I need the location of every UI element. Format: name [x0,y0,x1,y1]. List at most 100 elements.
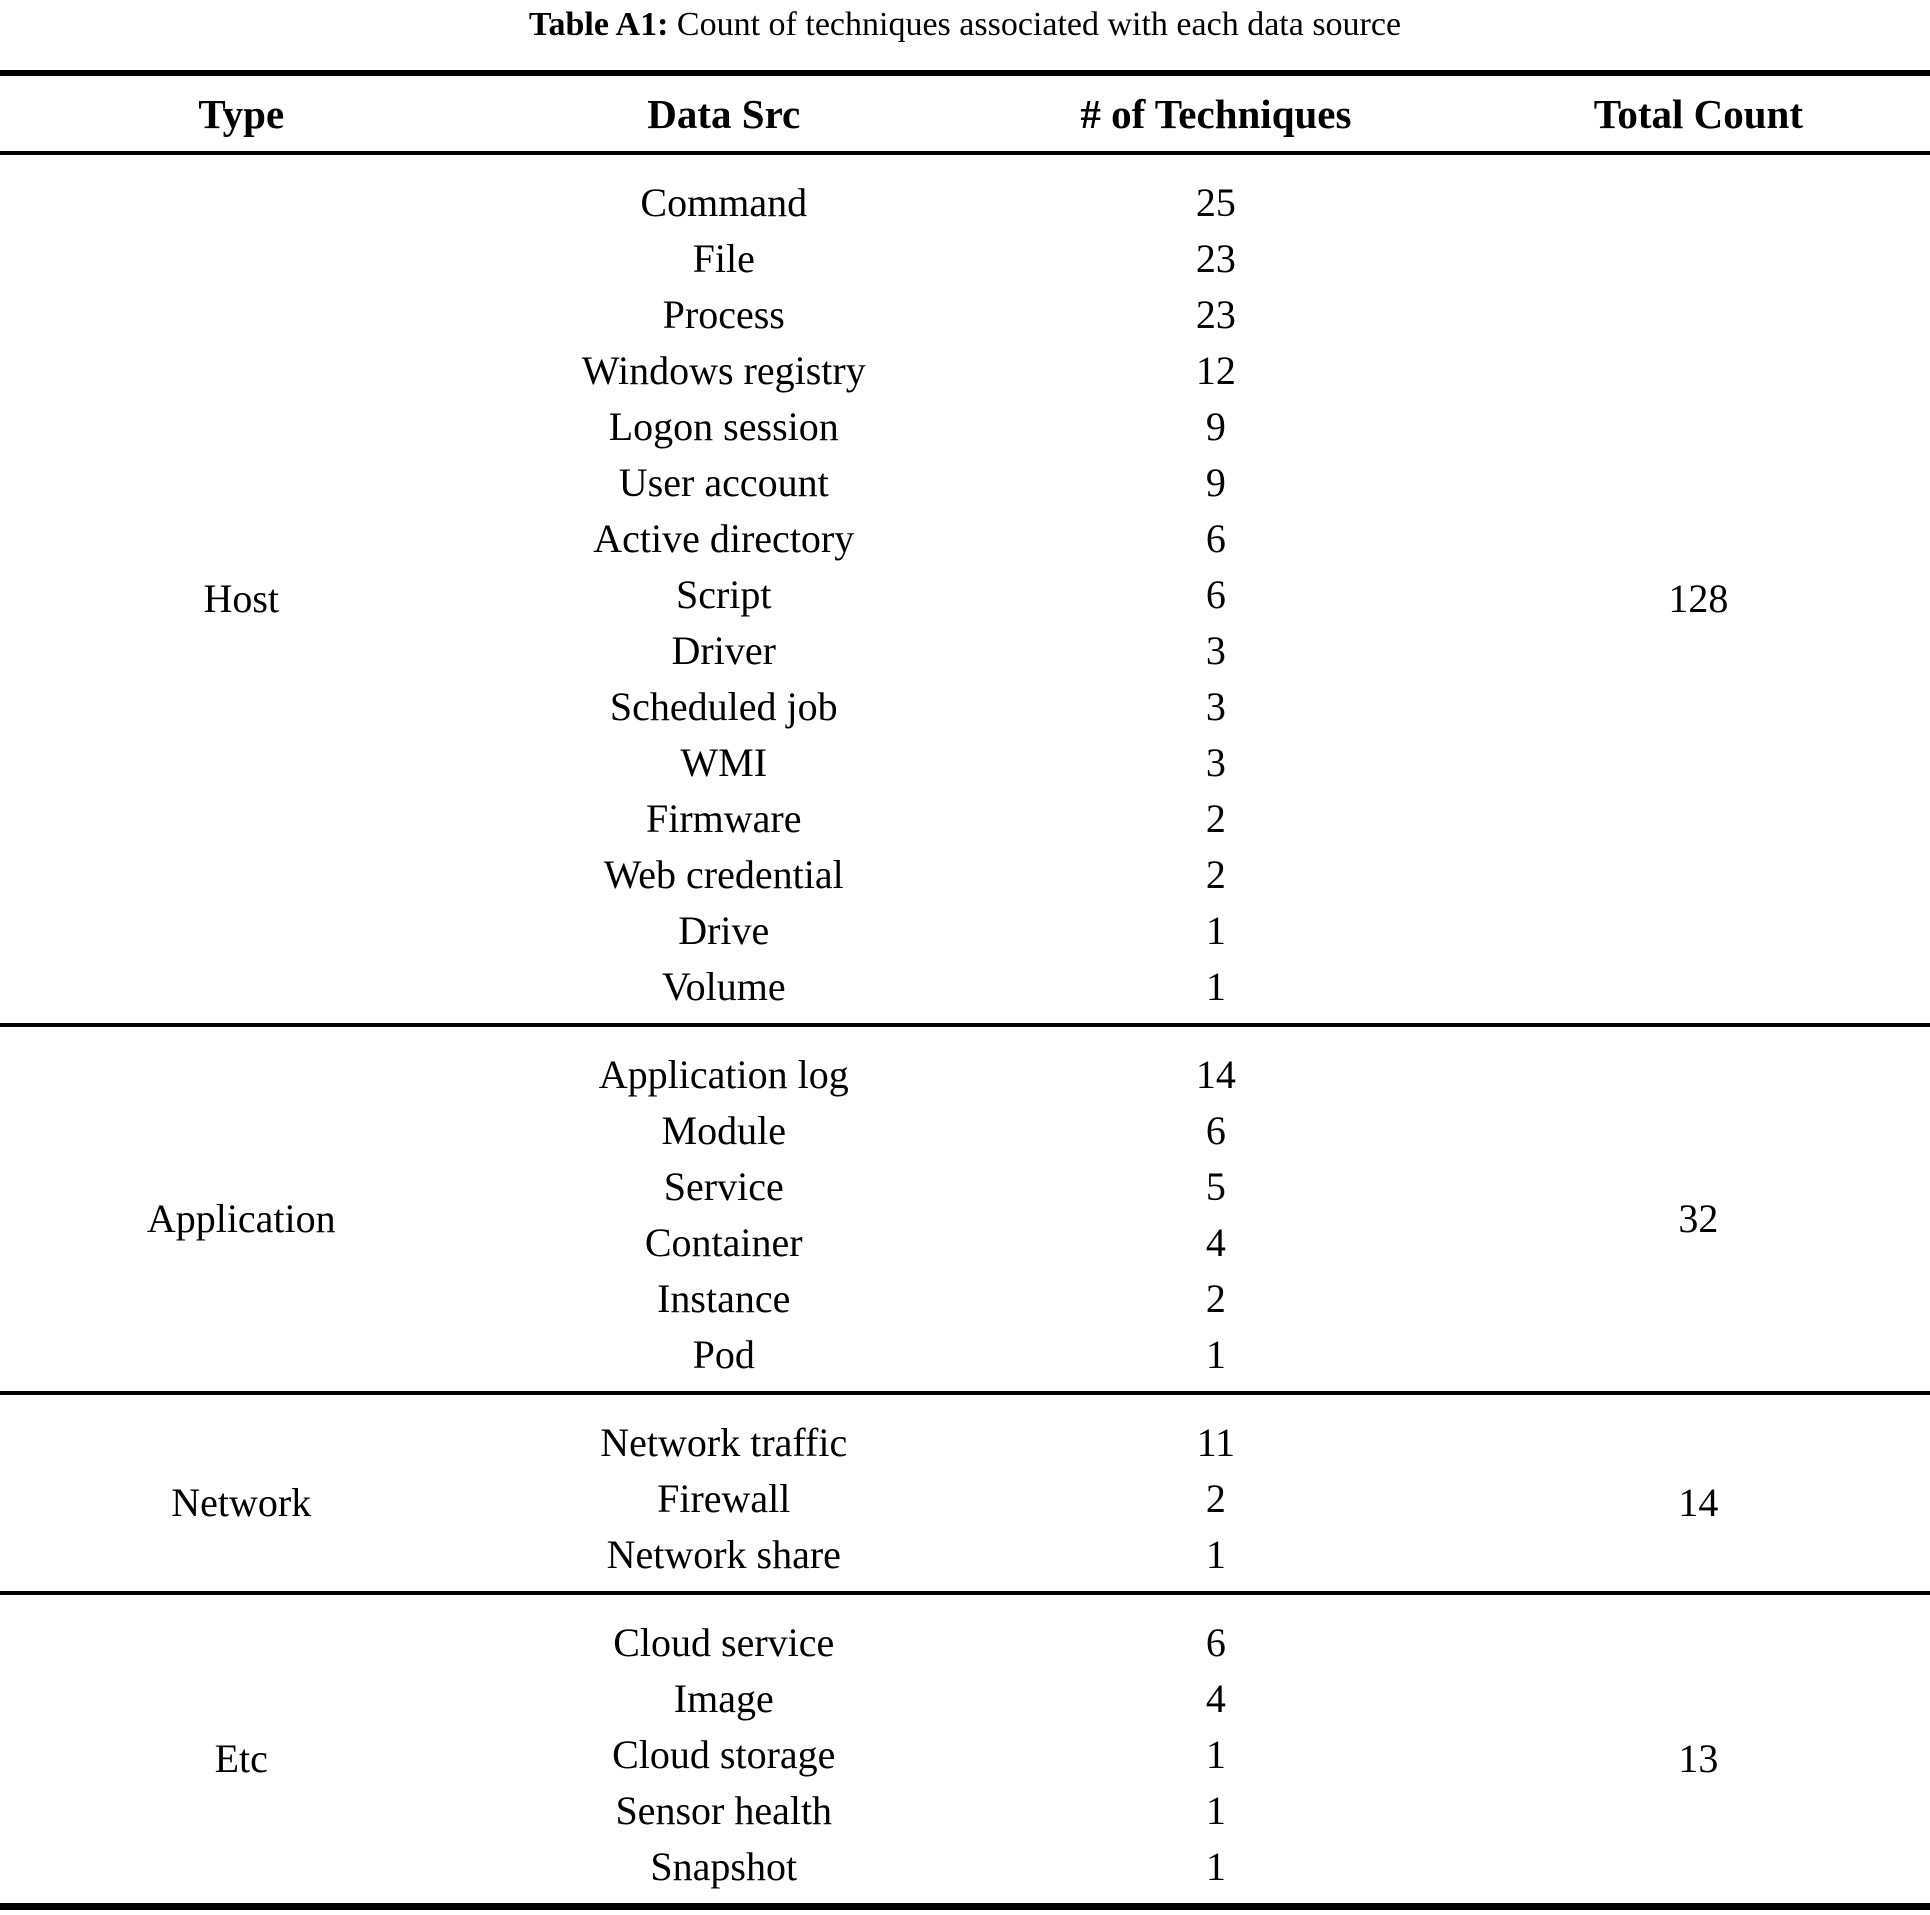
technique-count-cell: 14 [1195,1052,1236,1098]
data-src-cell: Driver [671,628,776,674]
technique-count-cell: 2 [1205,852,1226,898]
table-row: Instance 2 [0,1271,1930,1327]
technique-count-cell: 6 [1205,1108,1226,1154]
type-cell: Application [146,1196,336,1242]
data-src-cell: File [692,236,755,282]
table-header-row: Type Data Src # of Techniques Total Coun… [0,73,1930,154]
data-src-cell: User account [618,460,829,506]
type-cell: Host [203,576,280,622]
section-network: Network Network traffic 11 14 Firewall 2 Netwo… [0,1393,1930,1594]
table-row: Snapshot 1 [0,1839,1930,1907]
data-src-cell: Module [661,1108,786,1154]
technique-count-cell: 3 [1205,628,1226,674]
table-row: Sensor health 1 [0,1783,1930,1839]
table-row: Scheduled job 3 [0,679,1930,735]
data-src-cell: Snapshot [650,1844,798,1890]
technique-count-cell: 1 [1205,908,1226,954]
table-row: Script 6 [0,567,1930,623]
total-count-cell: 14 [1678,1480,1719,1526]
table-row: Firmware 2 [0,791,1930,847]
table-row: Application Application log 14 32 [0,1025,1930,1239]
data-src-cell: Pod [692,1332,755,1378]
technique-count-cell: 12 [1195,348,1236,394]
technique-count-cell: 3 [1205,740,1226,786]
table-row: Firewall 2 [0,1471,1930,1527]
table-row: Drive 1 [0,903,1930,959]
table-row: Cloud storage 1 [0,1727,1930,1783]
column-header-num-techniques: # of Techniques [1080,91,1352,137]
data-src-cell: Logon session [608,404,839,450]
column-header-data-src: Data Src [647,91,801,137]
column-header-total-count: Total Count [1593,91,1804,137]
technique-count-cell: 1 [1205,1732,1226,1778]
technique-count-cell: 9 [1205,460,1226,506]
total-count-cell: 13 [1678,1736,1719,1782]
technique-count-cell: 9 [1205,404,1226,450]
technique-count-cell: 1 [1205,1332,1226,1378]
technique-count-cell: 23 [1195,236,1236,282]
data-src-cell: Image [673,1676,774,1722]
technique-count-cell: 1 [1205,1532,1226,1578]
technique-count-cell: 1 [1205,1788,1226,1834]
data-src-cell: Process [662,292,785,338]
table-row: Volume 1 [0,959,1930,1025]
data-src-cell: Active directory [593,516,855,562]
data-src-cell: Scheduled job [609,684,838,730]
data-src-cell: Network traffic [600,1420,848,1466]
technique-count-cell: 2 [1205,1276,1226,1322]
table-row: Windows registry 12 [0,343,1930,399]
table-row: Container 4 [0,1215,1930,1271]
column-header-type: Type [198,91,285,137]
technique-count-cell: 6 [1205,572,1226,618]
table-row: WMI 3 [0,735,1930,791]
data-src-cell: Firewall [657,1476,791,1522]
data-src-cell: Volume [661,964,786,1010]
table-row: Network share 1 [0,1527,1930,1593]
data-src-cell: Cloud service [613,1620,835,1666]
technique-count-cell: 1 [1205,1844,1226,1890]
data-src-cell: Service [663,1164,784,1210]
technique-count-cell: 5 [1205,1164,1226,1210]
technique-count-cell: 4 [1205,1220,1226,1266]
technique-count-cell: 11 [1196,1420,1236,1466]
technique-count-cell: 3 [1205,684,1226,730]
data-src-cell: Application log [598,1052,849,1098]
caption-label: Table A1: [528,6,669,43]
technique-count-cell: 2 [1205,1476,1226,1522]
total-count-cell: 32 [1678,1196,1719,1242]
data-src-cell: Container [644,1220,803,1266]
technique-count-cell: 6 [1205,1620,1226,1666]
table-row: Logon session 9 [0,399,1930,455]
data-src-cell: Command [640,180,808,226]
table-row: Module 6 [0,1103,1930,1159]
data-src-cell: Sensor health [615,1788,833,1834]
section-etc: Etc Cloud service 6 13 Image 4 Cloud storage 1 S… [0,1593,1930,1907]
data-src-cell: Script [675,572,772,618]
table-row: Pod 1 [0,1327,1930,1393]
technique-count-cell: 4 [1205,1676,1226,1722]
data-src-cell: Cloud storage [612,1732,836,1778]
data-src-cell: Drive [678,908,770,954]
technique-count-cell: 6 [1205,516,1226,562]
technique-count-cell: 2 [1205,796,1226,842]
data-source-table: Type Data Src # of Techniques Total Coun… [0,70,1930,1910]
data-src-cell: Windows registry [581,348,866,394]
data-src-cell: Instance [657,1276,791,1322]
type-cell: Etc [214,1736,268,1782]
table-caption: Table A1: Count of techniques associated… [0,0,1930,45]
caption-text: Count of techniques associated with each… [676,6,1402,43]
total-count-cell: 128 [1668,576,1729,622]
table-row: File 23 [0,231,1930,287]
table-row: Process 23 [0,287,1930,343]
data-src-cell: WMI [680,740,768,786]
table-row: Driver 3 [0,623,1930,679]
table-row: Etc Cloud service 6 13 [0,1593,1930,1779]
technique-count-cell: 23 [1195,292,1236,338]
table-row: Host Command 25 128 [0,153,1930,619]
table-row: Image 4 [0,1671,1930,1727]
section-application: Application Application log 14 32 Module 6 Ser… [0,1025,1930,1394]
technique-count-cell: 1 [1205,964,1226,1010]
type-cell: Network [171,1480,312,1526]
table-row: Service 5 [0,1159,1930,1215]
